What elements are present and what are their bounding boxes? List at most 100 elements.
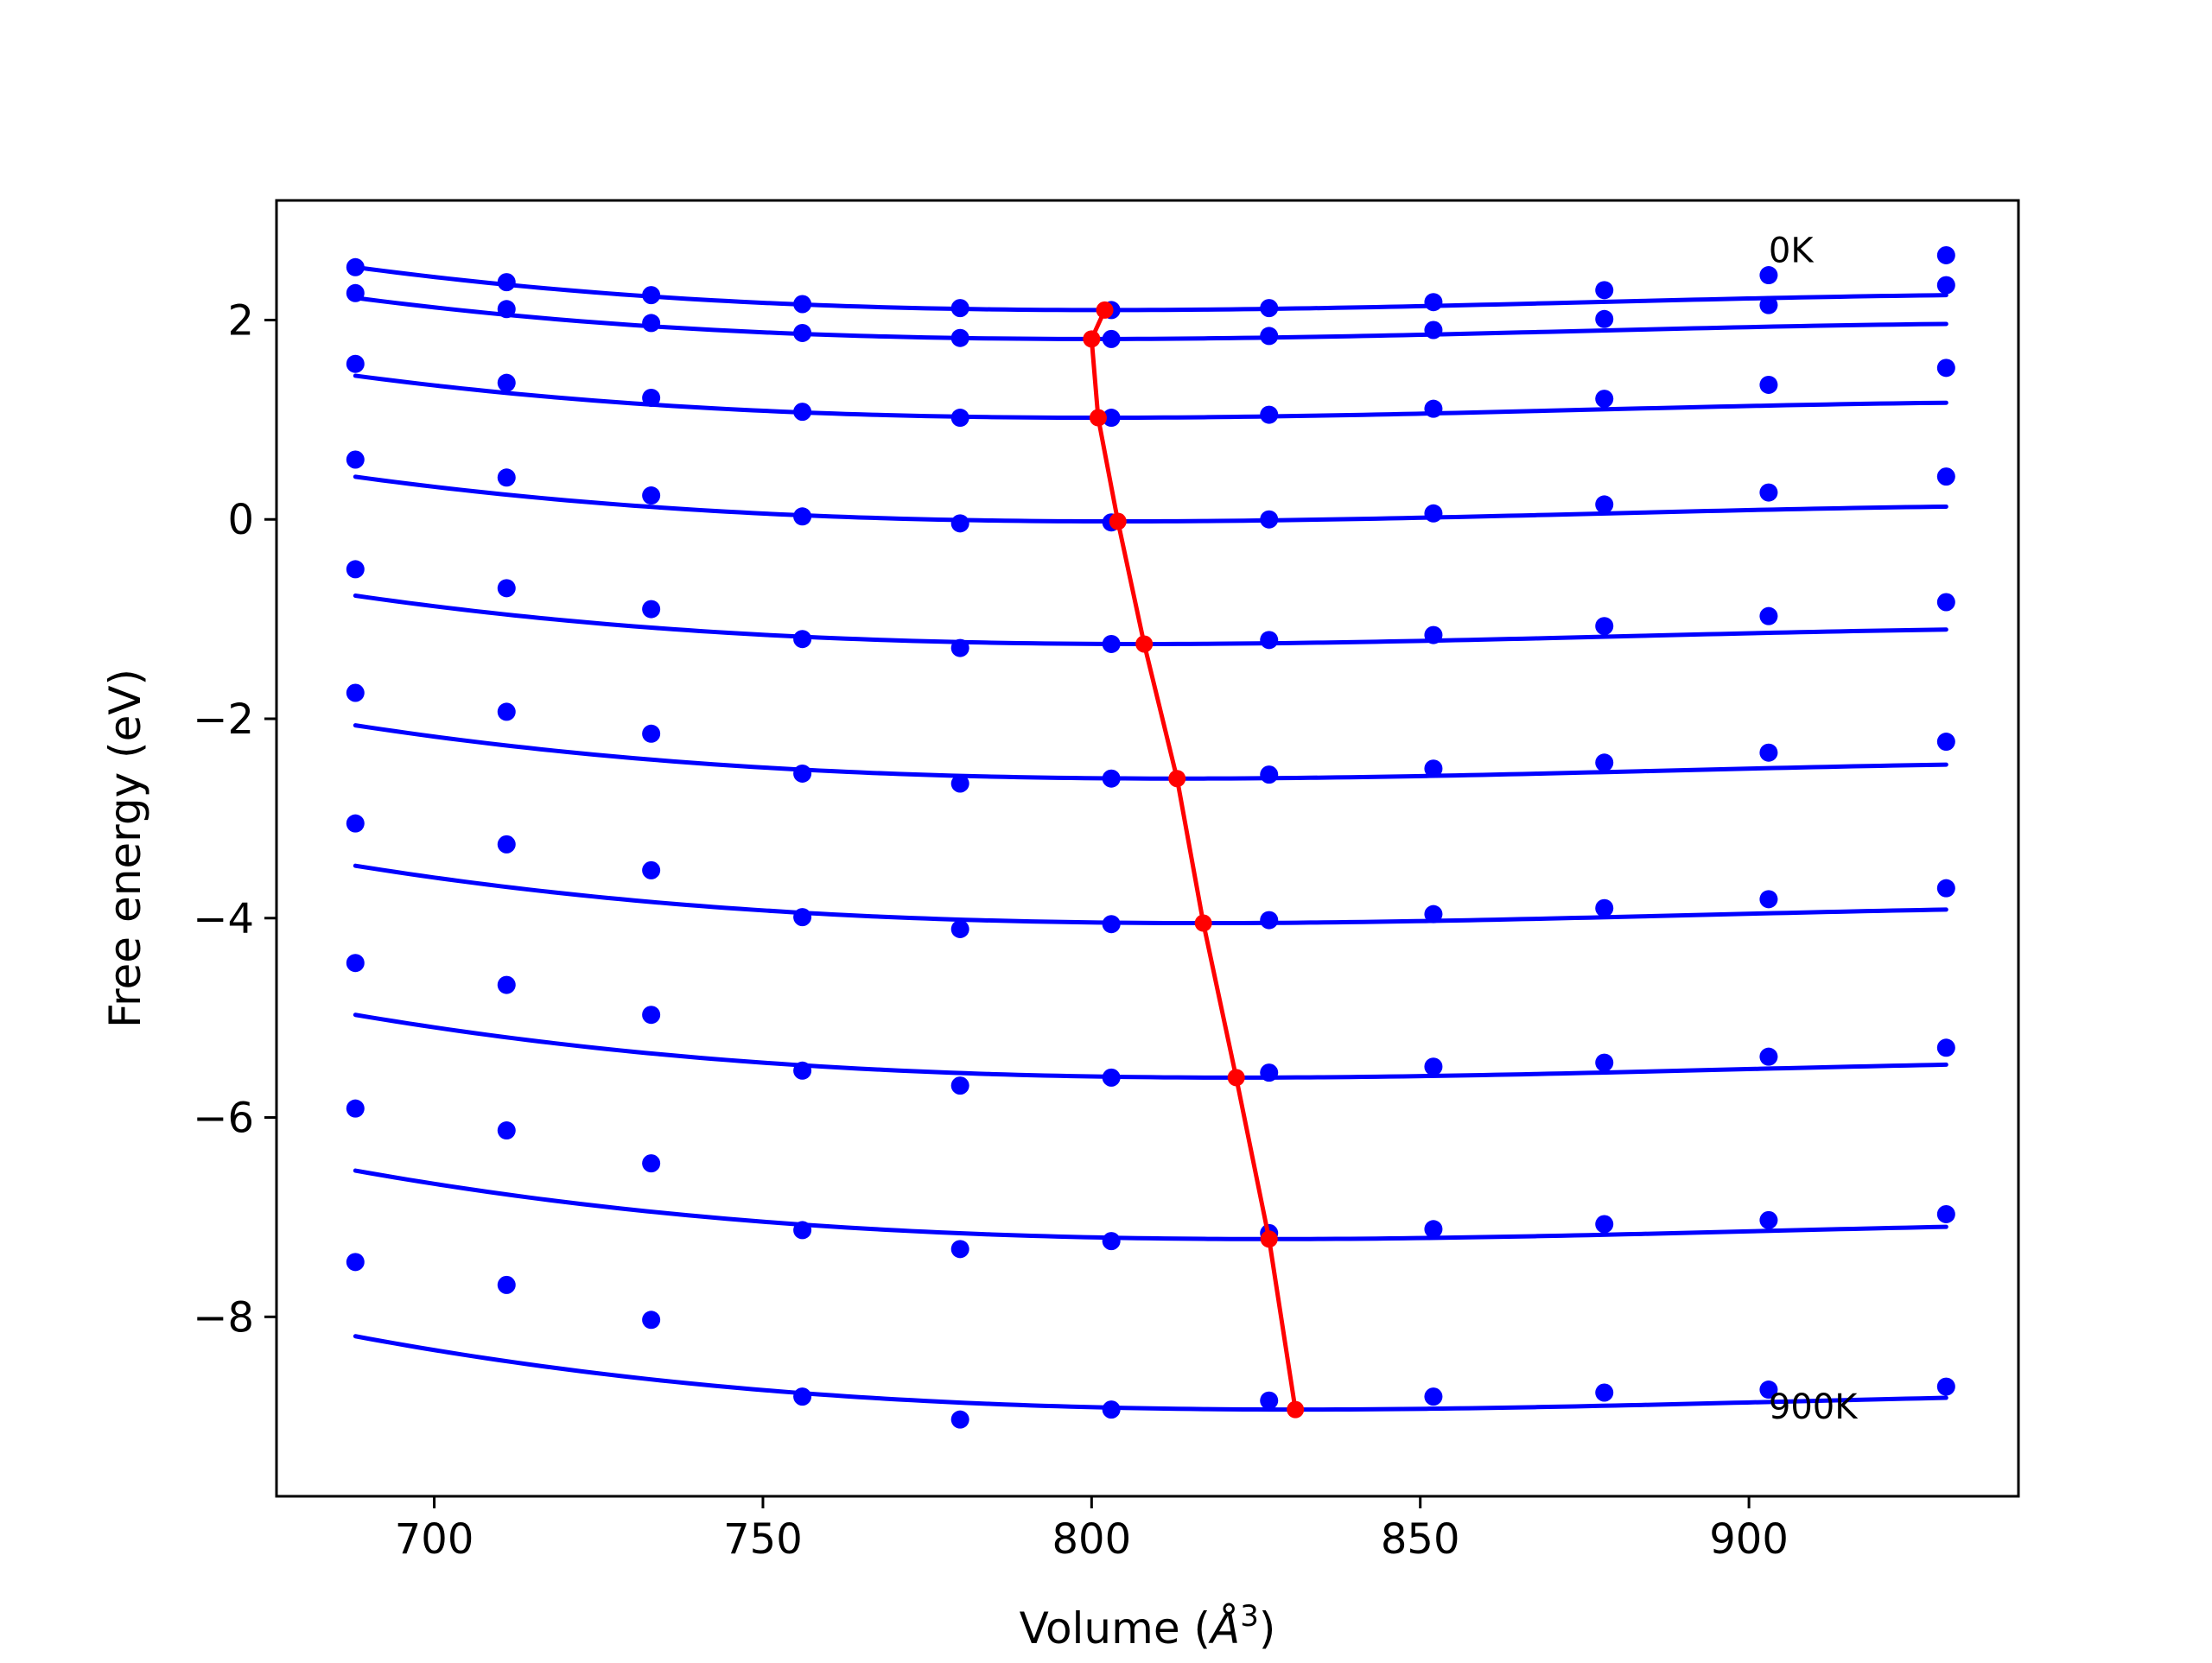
data-point-4-0	[346, 560, 365, 579]
data-point-9-0	[346, 1253, 365, 1272]
data-point-3-8	[1595, 495, 1614, 514]
x-axis-title-suffix: )	[1259, 1603, 1276, 1653]
data-point-0-2	[642, 286, 661, 305]
data-point-0-9	[1759, 266, 1778, 285]
data-point-1-4	[950, 328, 969, 347]
data-point-3-6	[1260, 510, 1279, 529]
data-point-4-7	[1424, 625, 1443, 644]
data-point-8-4	[950, 1240, 969, 1259]
data-point-7-1	[497, 975, 516, 994]
data-point-0-1	[497, 273, 516, 292]
data-point-7-5	[1102, 1068, 1121, 1087]
minimum-point-8	[1260, 1230, 1278, 1248]
data-point-1-5	[1102, 329, 1121, 348]
data-point-2-6	[1260, 405, 1279, 424]
fit-curve-6	[353, 863, 1948, 926]
data-point-8-0	[346, 1099, 365, 1118]
data-point-9-3	[793, 1387, 812, 1406]
data-point-6-7	[1424, 904, 1443, 924]
x-axis-title: Volume (Å3)	[1020, 1599, 1276, 1653]
data-point-6-6	[1260, 911, 1279, 930]
data-point-8-2	[642, 1154, 661, 1173]
x-tick-label-750: 750	[723, 1515, 803, 1564]
data-point-9-4	[950, 1410, 969, 1429]
x-tick-label-700: 700	[395, 1515, 474, 1564]
data-point-0-4	[950, 299, 969, 318]
data-point-2-10	[1936, 359, 1955, 378]
data-point-9-6	[1260, 1391, 1279, 1410]
data-point-5-7	[1424, 759, 1443, 778]
annotation-0k: 0K	[1769, 232, 1815, 271]
data-point-1-7	[1424, 321, 1443, 340]
data-point-2-7	[1424, 399, 1443, 418]
y-tick-label-4: 0	[227, 496, 254, 544]
data-point-7-9	[1759, 1047, 1778, 1066]
data-point-3-1	[497, 468, 516, 487]
data-point-2-0	[346, 354, 365, 373]
data-point-6-9	[1759, 890, 1778, 909]
data-point-6-2	[642, 860, 661, 879]
data-point-1-2	[642, 314, 661, 333]
minimum-point-0	[1096, 301, 1114, 319]
data-point-3-3	[793, 507, 812, 526]
data-point-9-9	[1759, 1381, 1778, 1400]
y-tick-label-3: −2	[193, 695, 254, 744]
data-point-1-1	[497, 300, 516, 319]
data-point-5-1	[497, 702, 516, 721]
data-point-8-9	[1759, 1210, 1778, 1229]
data-point-7-7	[1424, 1057, 1443, 1076]
x-axis-title-symbol: Å	[1208, 1603, 1240, 1653]
minimum-point-3	[1109, 512, 1127, 530]
data-point-0-8	[1595, 281, 1614, 300]
data-point-5-3	[793, 764, 812, 783]
y-axis-title: Free energy (eV)	[100, 669, 150, 1028]
fit-curve-5	[353, 723, 1948, 781]
data-point-5-10	[1936, 733, 1955, 752]
data-point-1-3	[793, 323, 812, 342]
fit-curve-8	[353, 1168, 1948, 1241]
data-point-9-1	[497, 1275, 516, 1294]
fit-curve-3	[353, 474, 1948, 524]
y-tick-label-5: 2	[227, 296, 254, 345]
data-point-3-4	[950, 514, 969, 533]
data-point-1-0	[346, 283, 365, 302]
y-tick-label-1: −6	[193, 1095, 254, 1143]
data-point-0-6	[1260, 299, 1279, 318]
data-point-6-4	[950, 919, 969, 938]
y-axis-ticks: −8 −6 −4 −2 0 2	[193, 296, 276, 1342]
data-point-6-1	[497, 835, 516, 854]
data-point-3-10	[1936, 467, 1955, 486]
data-point-8-7	[1424, 1220, 1443, 1239]
data-point-5-4	[950, 774, 969, 793]
annotation-900k: 900K	[1769, 1387, 1859, 1427]
minimum-point-7	[1227, 1069, 1245, 1087]
axes-frame	[275, 199, 2020, 1498]
data-point-2-4	[950, 409, 969, 428]
y-tick-label-0: −8	[193, 1293, 254, 1342]
data-point-3-0	[346, 450, 365, 469]
data-point-6-3	[793, 908, 812, 927]
data-point-4-6	[1260, 631, 1279, 650]
data-point-7-3	[793, 1061, 812, 1080]
x-tick-label-800: 800	[1052, 1515, 1132, 1564]
data-point-2-3	[793, 403, 812, 422]
data-point-7-0	[346, 954, 365, 973]
minimum-point-6	[1194, 914, 1212, 932]
data-point-4-5	[1102, 634, 1121, 653]
data-point-9-5	[1102, 1400, 1121, 1419]
data-point-8-3	[793, 1221, 812, 1240]
minimum-point-2	[1089, 409, 1107, 427]
data-point-2-5	[1102, 409, 1121, 428]
data-point-7-2	[642, 1006, 661, 1025]
x-tick-label-850: 850	[1381, 1515, 1460, 1564]
minimum-path-line	[1089, 308, 1298, 1411]
data-point-6-0	[346, 814, 365, 833]
data-point-6-10	[1936, 879, 1955, 898]
fit-curve-2	[353, 373, 1948, 421]
data-point-4-2	[642, 600, 661, 619]
x-axis-title-superscript: 3	[1240, 1599, 1259, 1634]
data-point-6-8	[1595, 898, 1614, 917]
data-point-4-10	[1936, 593, 1955, 612]
data-point-4-8	[1595, 617, 1614, 636]
